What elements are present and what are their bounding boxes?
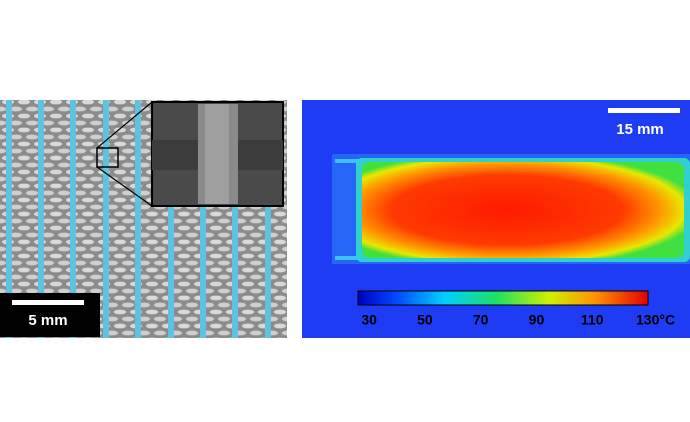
colorbar — [357, 290, 649, 306]
scale-bar — [608, 108, 680, 113]
colorbar-tick-label: 130°C — [636, 312, 675, 328]
fiber-stripes — [6, 100, 271, 338]
colorbar-ticks: 30 50 70 90 110 130°C — [361, 312, 675, 328]
colorbar-tick-label: 30 — [361, 312, 377, 328]
scale-bar-label: 15 mm — [616, 121, 664, 138]
left-panel: 5 mm — [0, 100, 287, 338]
colorbar-tick-label: 90 — [529, 312, 545, 328]
scale-bar-label: 5 mm — [28, 312, 67, 329]
scale-bar — [12, 300, 84, 305]
right-panel: 15 mm 30 50 70 90 110 130°C — [302, 100, 690, 338]
heated-sample — [362, 162, 684, 258]
zoom-line — [96, 166, 153, 207]
colorbar-tick-label: 70 — [473, 312, 489, 328]
zoom-line — [96, 101, 153, 149]
colorbar-tick-label: 110 — [581, 312, 604, 328]
inset — [151, 101, 284, 207]
zoom-region — [96, 147, 119, 168]
colorbar-tick-label: 50 — [417, 312, 433, 328]
